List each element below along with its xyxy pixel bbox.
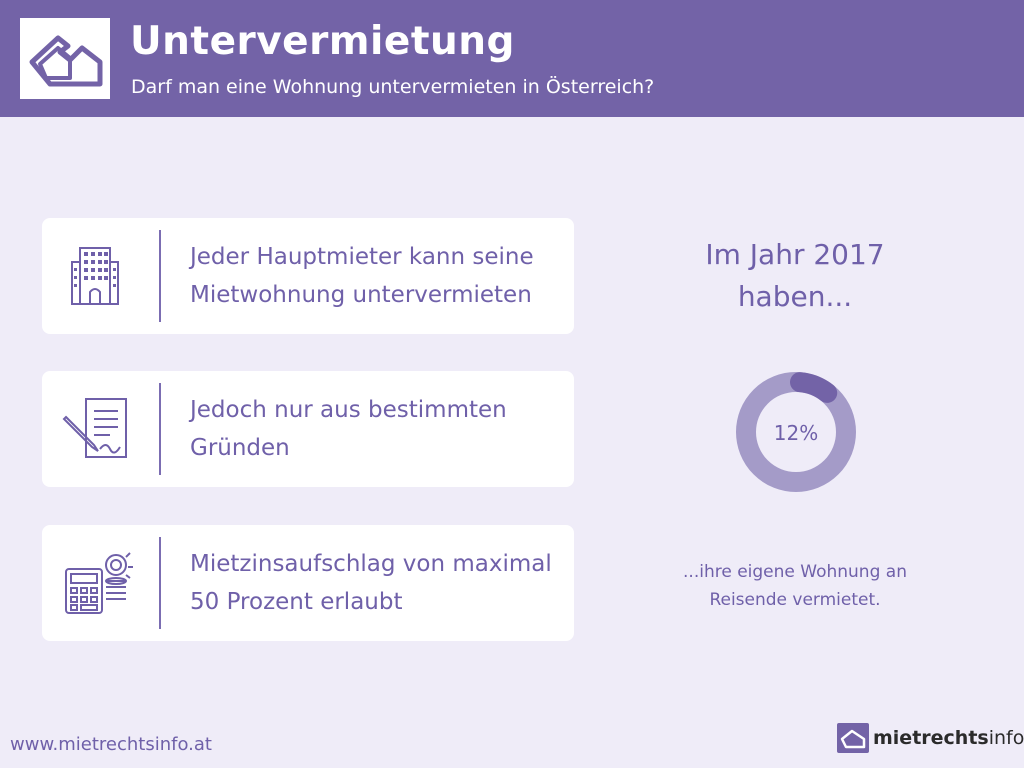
stat-caption: ...ihre eigene Wohnung an Reisende vermi…	[683, 562, 907, 610]
website-url[interactable]: www.mietrechtsinfo.at	[10, 734, 212, 755]
donut-percent-label: 12%	[773, 421, 819, 445]
page-subtitle: Darf man eine Wohnung untervermieten in …	[131, 76, 655, 98]
card-divider	[159, 537, 161, 629]
card-text: Jeder Hauptmieter kann seine Mietwohnung…	[190, 244, 534, 308]
header-banner: Untervermietung Darf man eine Wohnung un…	[0, 0, 1024, 117]
brand-name-bold: mietrechts	[873, 727, 989, 749]
brand-name: mietrechtsinfo	[873, 725, 1024, 751]
house-outline-icon	[29, 35, 103, 87]
apartment-building-icon	[60, 240, 136, 312]
card-divider	[159, 230, 161, 322]
card-text: Mietzinsaufschlag von maximal 50 Prozent…	[190, 551, 552, 615]
card-text: Jedoch nur aus bestimmten Gründen	[190, 397, 507, 461]
card-divider	[159, 383, 161, 475]
info-card-surcharge: Mietzinsaufschlag von maximal 50 Prozent…	[42, 525, 574, 641]
contract-signing-icon	[60, 393, 136, 465]
stat-heading: Im Jahr 2017 haben...	[705, 238, 885, 313]
brand-name-regular: info	[988, 727, 1024, 749]
brand-house-icon	[837, 723, 869, 753]
logo	[20, 18, 110, 99]
info-card-reasons: Jedoch nur aus bestimmten Gründen	[42, 371, 574, 487]
percentage-donut	[736, 372, 856, 492]
calculator-coins-icon	[60, 547, 136, 619]
donut-fill-segment	[790, 372, 838, 403]
info-card-tenant: Jeder Hauptmieter kann seine Mietwohnung…	[42, 218, 574, 334]
page-title: Untervermietung	[130, 19, 515, 64]
